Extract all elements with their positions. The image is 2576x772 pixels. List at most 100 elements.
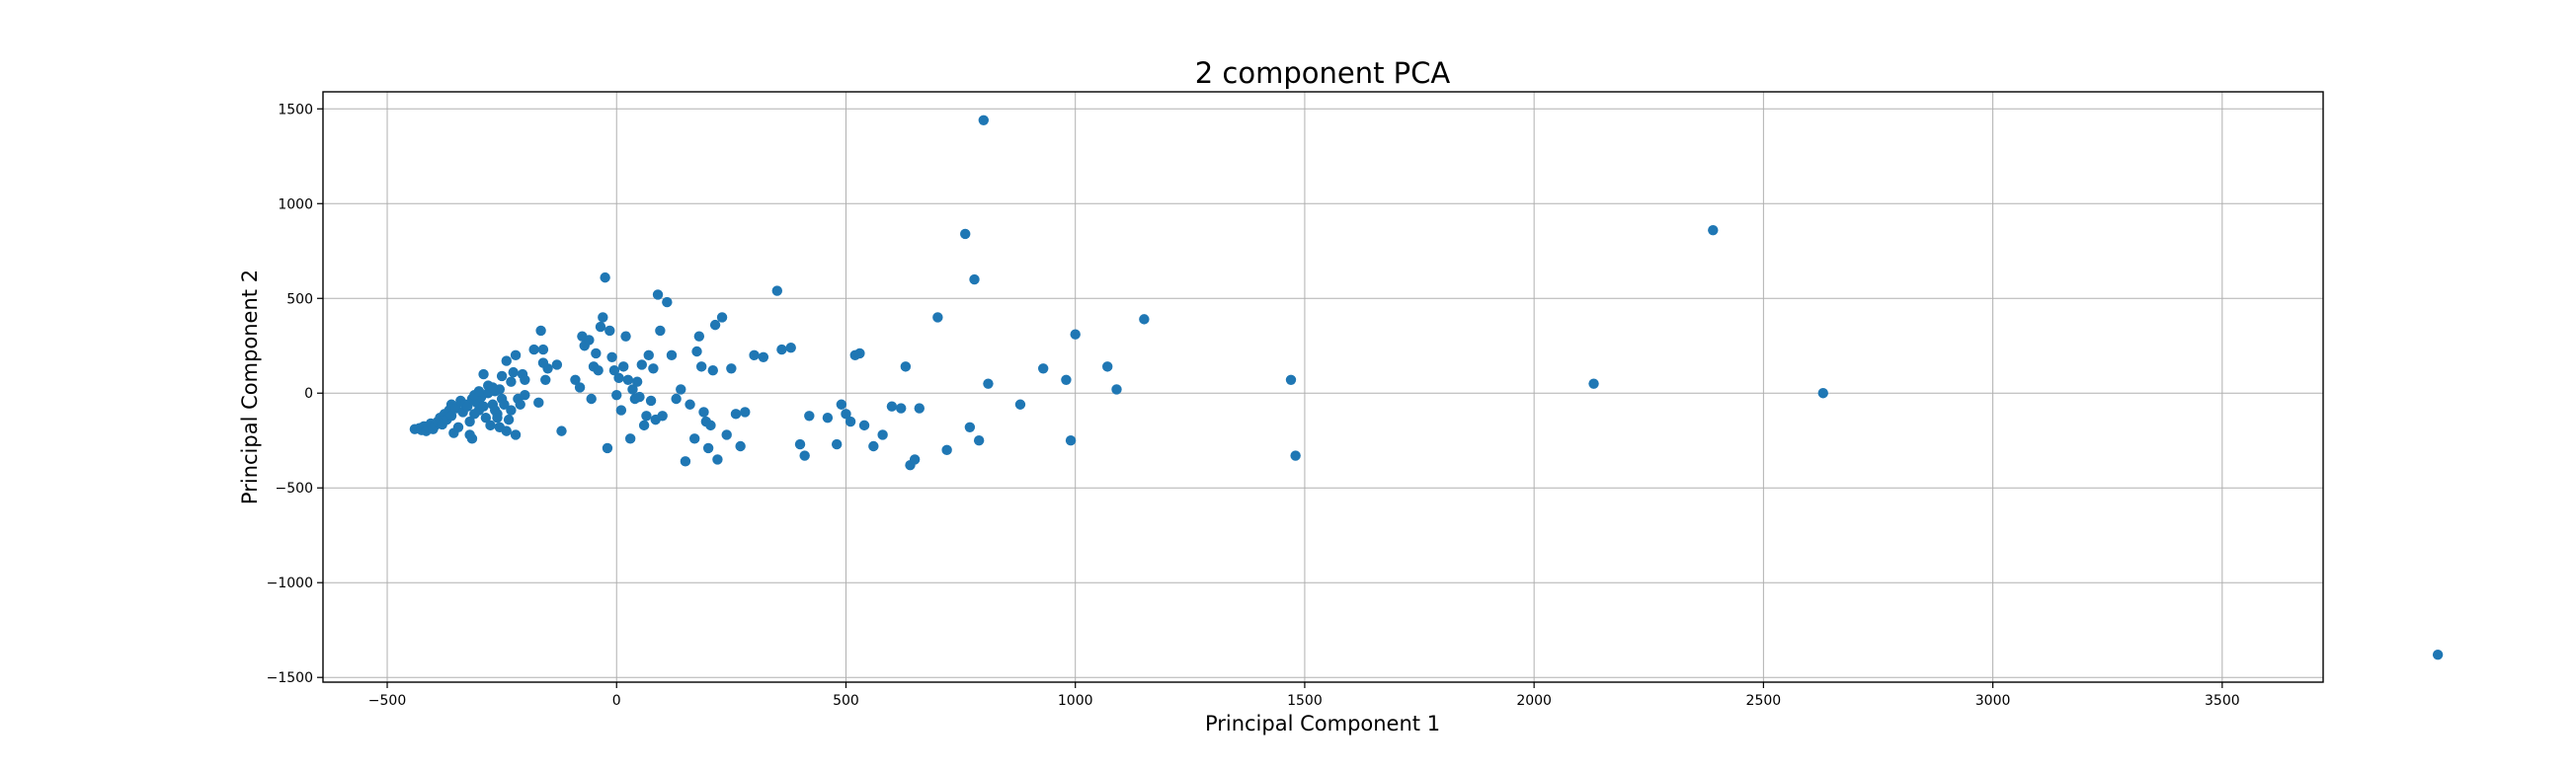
data-point bbox=[771, 285, 783, 296]
data-point bbox=[721, 429, 732, 440]
data-point bbox=[684, 399, 695, 410]
data-point bbox=[584, 335, 595, 346]
data-point bbox=[638, 420, 650, 431]
data-point bbox=[533, 397, 544, 409]
x-axis-ticks: −500 0 500 1000 1500 2000 2500 3000 3500 bbox=[368, 682, 2240, 709]
data-point bbox=[689, 433, 700, 444]
y-tick-label: 500 bbox=[286, 291, 313, 307]
data-point bbox=[501, 355, 512, 366]
data-point bbox=[631, 376, 643, 387]
data-point bbox=[1014, 399, 1026, 410]
y-tick-label: 1000 bbox=[278, 196, 313, 212]
x-tick-label: −500 bbox=[368, 693, 406, 709]
data-point bbox=[570, 374, 581, 386]
data-point bbox=[615, 405, 627, 416]
data-point bbox=[932, 312, 943, 323]
data-point bbox=[2432, 649, 2444, 660]
data-point bbox=[496, 370, 508, 382]
data-point bbox=[613, 372, 624, 384]
data-point bbox=[542, 363, 553, 374]
data-point bbox=[473, 386, 485, 397]
data-point bbox=[709, 319, 721, 331]
data-point bbox=[758, 351, 769, 362]
x-tick-label: 2000 bbox=[1516, 693, 1552, 709]
x-tick-label: 3500 bbox=[2205, 693, 2240, 709]
data-point bbox=[624, 433, 636, 444]
data-point bbox=[535, 325, 546, 337]
data-point bbox=[487, 382, 499, 393]
data-point bbox=[528, 344, 539, 355]
data-point bbox=[608, 365, 620, 376]
data-point bbox=[636, 359, 647, 370]
data-point bbox=[574, 382, 586, 393]
data-point bbox=[620, 331, 631, 342]
data-point bbox=[506, 376, 517, 387]
x-tick-label: 2500 bbox=[1746, 693, 1782, 709]
data-point bbox=[643, 349, 654, 361]
data-point bbox=[462, 401, 473, 412]
x-tick-label: 3000 bbox=[1975, 693, 2011, 709]
data-point bbox=[1290, 450, 1301, 461]
data-point bbox=[506, 405, 517, 416]
data-point bbox=[515, 399, 525, 410]
data-point bbox=[645, 395, 657, 407]
data-point bbox=[1708, 224, 1719, 236]
data-point bbox=[452, 422, 464, 432]
data-point bbox=[973, 435, 985, 446]
plot-area-frame bbox=[322, 91, 2324, 683]
data-point bbox=[503, 414, 515, 425]
data-point bbox=[794, 438, 806, 450]
data-point bbox=[740, 407, 751, 418]
data-point bbox=[501, 425, 512, 436]
data-point bbox=[551, 359, 563, 370]
data-point bbox=[540, 374, 551, 386]
data-point bbox=[886, 401, 898, 412]
data-point bbox=[854, 347, 865, 359]
data-point bbox=[1588, 378, 1599, 389]
y-axis-ticks: −1500 −1000 −500 0 500 1000 1500 bbox=[267, 102, 323, 686]
data-point bbox=[520, 389, 530, 401]
data-point bbox=[676, 384, 686, 395]
data-point bbox=[964, 422, 976, 432]
data-point bbox=[735, 440, 746, 452]
data-point bbox=[941, 444, 952, 456]
data-point bbox=[618, 361, 629, 372]
data-point bbox=[698, 407, 709, 418]
x-tick-label: 1000 bbox=[1058, 693, 1093, 709]
y-tick-label: −500 bbox=[276, 481, 313, 497]
data-point bbox=[464, 416, 475, 427]
data-point bbox=[960, 228, 971, 240]
grid-lines bbox=[323, 92, 2323, 682]
data-point bbox=[909, 454, 921, 465]
data-point bbox=[978, 115, 990, 125]
data-point bbox=[598, 312, 608, 323]
chart-title: 2 component PCA bbox=[1195, 56, 1451, 90]
data-point bbox=[868, 440, 879, 452]
data-point bbox=[836, 399, 847, 410]
data-point bbox=[1065, 435, 1077, 446]
data-point bbox=[520, 374, 530, 386]
data-point bbox=[785, 342, 796, 353]
data-point bbox=[804, 411, 815, 422]
data-point bbox=[655, 325, 666, 337]
data-point bbox=[712, 454, 723, 465]
data-point bbox=[705, 420, 716, 431]
data-point bbox=[680, 456, 691, 467]
data-point bbox=[822, 412, 834, 424]
data-point bbox=[914, 403, 925, 414]
data-point bbox=[537, 344, 549, 355]
data-point bbox=[591, 347, 602, 359]
data-point bbox=[611, 389, 622, 401]
data-point bbox=[716, 312, 728, 323]
data-point bbox=[466, 433, 478, 444]
x-tick-label: 0 bbox=[612, 693, 621, 709]
data-point bbox=[499, 399, 510, 410]
y-axis-label: Principal Component 2 bbox=[238, 270, 262, 504]
data-point bbox=[730, 409, 742, 420]
data-point bbox=[634, 391, 645, 403]
data-point bbox=[622, 374, 634, 386]
data-point bbox=[776, 344, 787, 355]
data-point bbox=[604, 325, 615, 337]
data-point bbox=[662, 296, 673, 308]
data-point bbox=[1070, 329, 1081, 340]
